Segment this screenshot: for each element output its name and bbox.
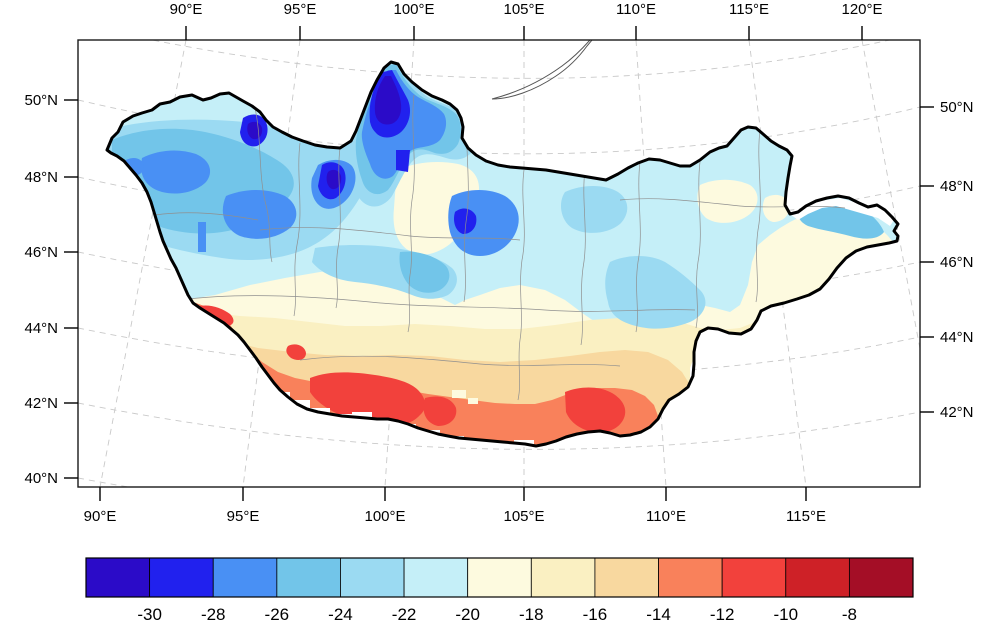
fill-cream-dot2: [468, 398, 478, 404]
fill-red-patch-b: [565, 387, 626, 433]
colorbar-cell-7: [530, 557, 596, 598]
bottom-axis-label: 90°E: [84, 508, 117, 525]
fill-brightblue-dash: [396, 150, 410, 172]
top-axis-label: 110°E: [616, 1, 656, 18]
fill-salmon-band: [196, 303, 658, 446]
colorbar-cell-6: [467, 557, 532, 598]
bottom-axis-label: 105°E: [503, 508, 544, 525]
fill-red-patch-e: [286, 344, 306, 361]
fill-red-patch-c: [200, 305, 234, 326]
colorbar-tick-label: -28: [201, 605, 226, 624]
parallel-52n: [150, 40, 892, 79]
axis-ticks: [64, 26, 934, 501]
top-axis-label: 105°E: [503, 1, 544, 18]
colorbar-outline: [85, 557, 914, 598]
colorbar-tick-label: -18: [519, 605, 544, 624]
colorbar-cell-0: [85, 557, 151, 598]
colorbar-cell-12: [848, 557, 914, 598]
fill-brightblue-east: [453, 208, 477, 234]
aimag-boundaries: [154, 94, 846, 401]
lake-baikal-outline: [491, 40, 593, 100]
bottom-axis-label: 100°E: [364, 508, 405, 525]
left-axis-label: 42°N: [24, 395, 58, 412]
map-frame: [77, 39, 921, 488]
mongolia-border: [105, 60, 900, 448]
colorbar-tick-label: -26: [265, 605, 290, 624]
left-axis-label: 46°N: [24, 244, 58, 261]
top-axis-label: 90°E: [170, 1, 203, 18]
colorbar-cell-9: [658, 557, 723, 598]
axis-labels: 90°E 95°E 100°E 105°E 110°E 115°E 120°E …: [24, 1, 973, 525]
meridian-90e: [99, 40, 187, 487]
left-axis-label: 50°N: [24, 92, 58, 109]
top-axis-label: 120°E: [841, 1, 882, 18]
left-axis-label: 40°N: [24, 470, 58, 487]
fill-cornflower-nw2: [222, 190, 297, 239]
top-axis-label: 95°E: [284, 1, 317, 18]
fill-cream-dot1: [452, 390, 466, 398]
right-axis-label: 48°N: [940, 178, 974, 195]
fill-cornflower-east: [448, 190, 519, 256]
right-axis-label: 44°N: [940, 329, 974, 346]
colorbar-tick-label: -20: [455, 605, 480, 624]
left-axis-label: 48°N: [24, 169, 58, 186]
top-axis-label: 100°E: [393, 1, 434, 18]
fill-navy-bulge: [374, 76, 402, 125]
colorbar-cell-2: [212, 557, 278, 598]
fill-red-patch-d: [423, 396, 457, 426]
fill-cornflower-dash: [198, 222, 206, 252]
colorbar-cell-5: [403, 557, 469, 598]
fill-cream-patch-east2: [762, 194, 790, 222]
colorbar-cell-8: [594, 557, 659, 598]
colorbar-tick-label: -30: [137, 605, 162, 624]
parallel-50n: [78, 99, 920, 155]
colorbar-cell-1: [149, 557, 214, 598]
right-axis-label: 50°N: [940, 99, 974, 116]
parallel-42n: [78, 402, 920, 450]
nodata-white-wing-top: [790, 198, 894, 226]
fill-red-patch-a: [310, 372, 426, 427]
colorbar-cell-4: [340, 557, 405, 598]
bottom-axis-label: 115°E: [786, 508, 826, 525]
left-axis-label: 44°N: [24, 320, 58, 337]
colorbar-tick-label: -12: [710, 605, 735, 624]
parallel-44n: [78, 327, 920, 377]
colorbar-tick-label: -8: [842, 605, 857, 624]
colorbar-cell-10: [721, 557, 787, 598]
colorbar-cell-11: [785, 557, 850, 598]
right-axis-label: 46°N: [940, 254, 974, 271]
colorbar-tick-label: -22: [392, 605, 417, 624]
colorbar-cell-3: [276, 557, 341, 598]
colorbar-tick-label: -16: [583, 605, 608, 624]
right-axis-label: 42°N: [940, 404, 974, 421]
fill-cornflower-nw1: [141, 150, 211, 194]
bottom-axis-label: 110°E: [646, 508, 686, 525]
colorbar-tick-label: -10: [773, 605, 798, 624]
fill-skyblue-wedge-core: [399, 251, 450, 293]
fill-lightblue-central-east: [560, 186, 628, 233]
colorbar-tick-label: -24: [328, 605, 353, 624]
fill-navy-cluster: [326, 169, 342, 190]
fill-cream-patch-east1: [697, 179, 758, 223]
colorbar-tick-label: -14: [646, 605, 671, 624]
colorbar: -30 -28 -26 -24 -22 -20 -18 -16 -14 -12 …: [85, 557, 914, 624]
bottom-axis-label: 95°E: [227, 508, 260, 525]
top-axis-label: 115°E: [729, 1, 769, 18]
